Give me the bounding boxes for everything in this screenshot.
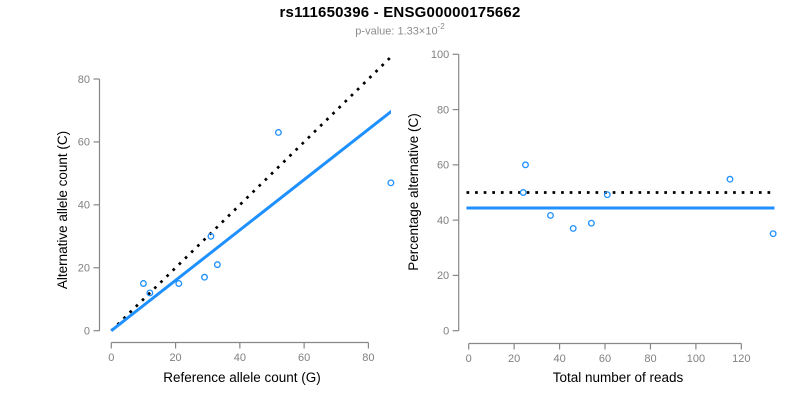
data-point (387, 179, 395, 187)
identity-line (110, 54, 391, 332)
data-point (201, 273, 208, 281)
x-tick-label: 20 (169, 352, 181, 364)
data-point (175, 280, 183, 287)
y-tick-label: 100 (431, 49, 449, 61)
data-point (146, 289, 154, 297)
x-axis-title: Reference allele count (G) (163, 370, 321, 385)
regression-line (110, 109, 391, 332)
x-tick-label: 80 (644, 353, 656, 365)
x-tick-label: 60 (599, 353, 611, 365)
y-tick-label: 60 (437, 160, 449, 172)
x-tick-label: 20 (508, 353, 520, 365)
data-point (587, 219, 595, 227)
data-point (207, 232, 215, 240)
x-tick-label: 40 (553, 353, 565, 365)
x-tick-label: 40 (234, 352, 246, 364)
y-tick-label: 60 (78, 137, 90, 149)
data-point (213, 261, 221, 269)
y-axis-title: Alternative allele count (C) (55, 131, 70, 289)
data-point (547, 211, 554, 219)
data-point (569, 224, 577, 232)
y-tick-label: 80 (78, 74, 90, 86)
y-tick-label: 20 (78, 263, 90, 275)
data-point (522, 161, 529, 169)
y-tick-label: 40 (437, 215, 449, 227)
allele-count-scatter: 0 20 40 60 80 0 20 40 60 80 Reference allele count… (55, 54, 395, 385)
x-tick-label: 120 (732, 353, 750, 365)
y-tick-label: 40 (78, 200, 90, 212)
x-tick-label: 0 (466, 353, 472, 365)
data-point (519, 189, 527, 196)
x-tick-label: 100 (687, 353, 705, 365)
y-tick-label: 80 (437, 104, 449, 116)
data-point (726, 175, 734, 183)
data-point (274, 129, 282, 136)
x-axis-title: Total number of reads (553, 370, 684, 385)
x-tick-label: 60 (298, 352, 310, 364)
x-tick-label: 0 (108, 352, 114, 364)
y-axis-title: Percentage alternative (C) (406, 113, 421, 271)
y-tick-label: 0 (443, 326, 449, 338)
data-point (769, 230, 777, 238)
data-point (603, 191, 611, 199)
x-tick-label: 80 (362, 352, 374, 364)
y-tick-label: 20 (437, 270, 449, 282)
y-tick-label: 0 (84, 326, 90, 338)
data-point (139, 280, 147, 287)
